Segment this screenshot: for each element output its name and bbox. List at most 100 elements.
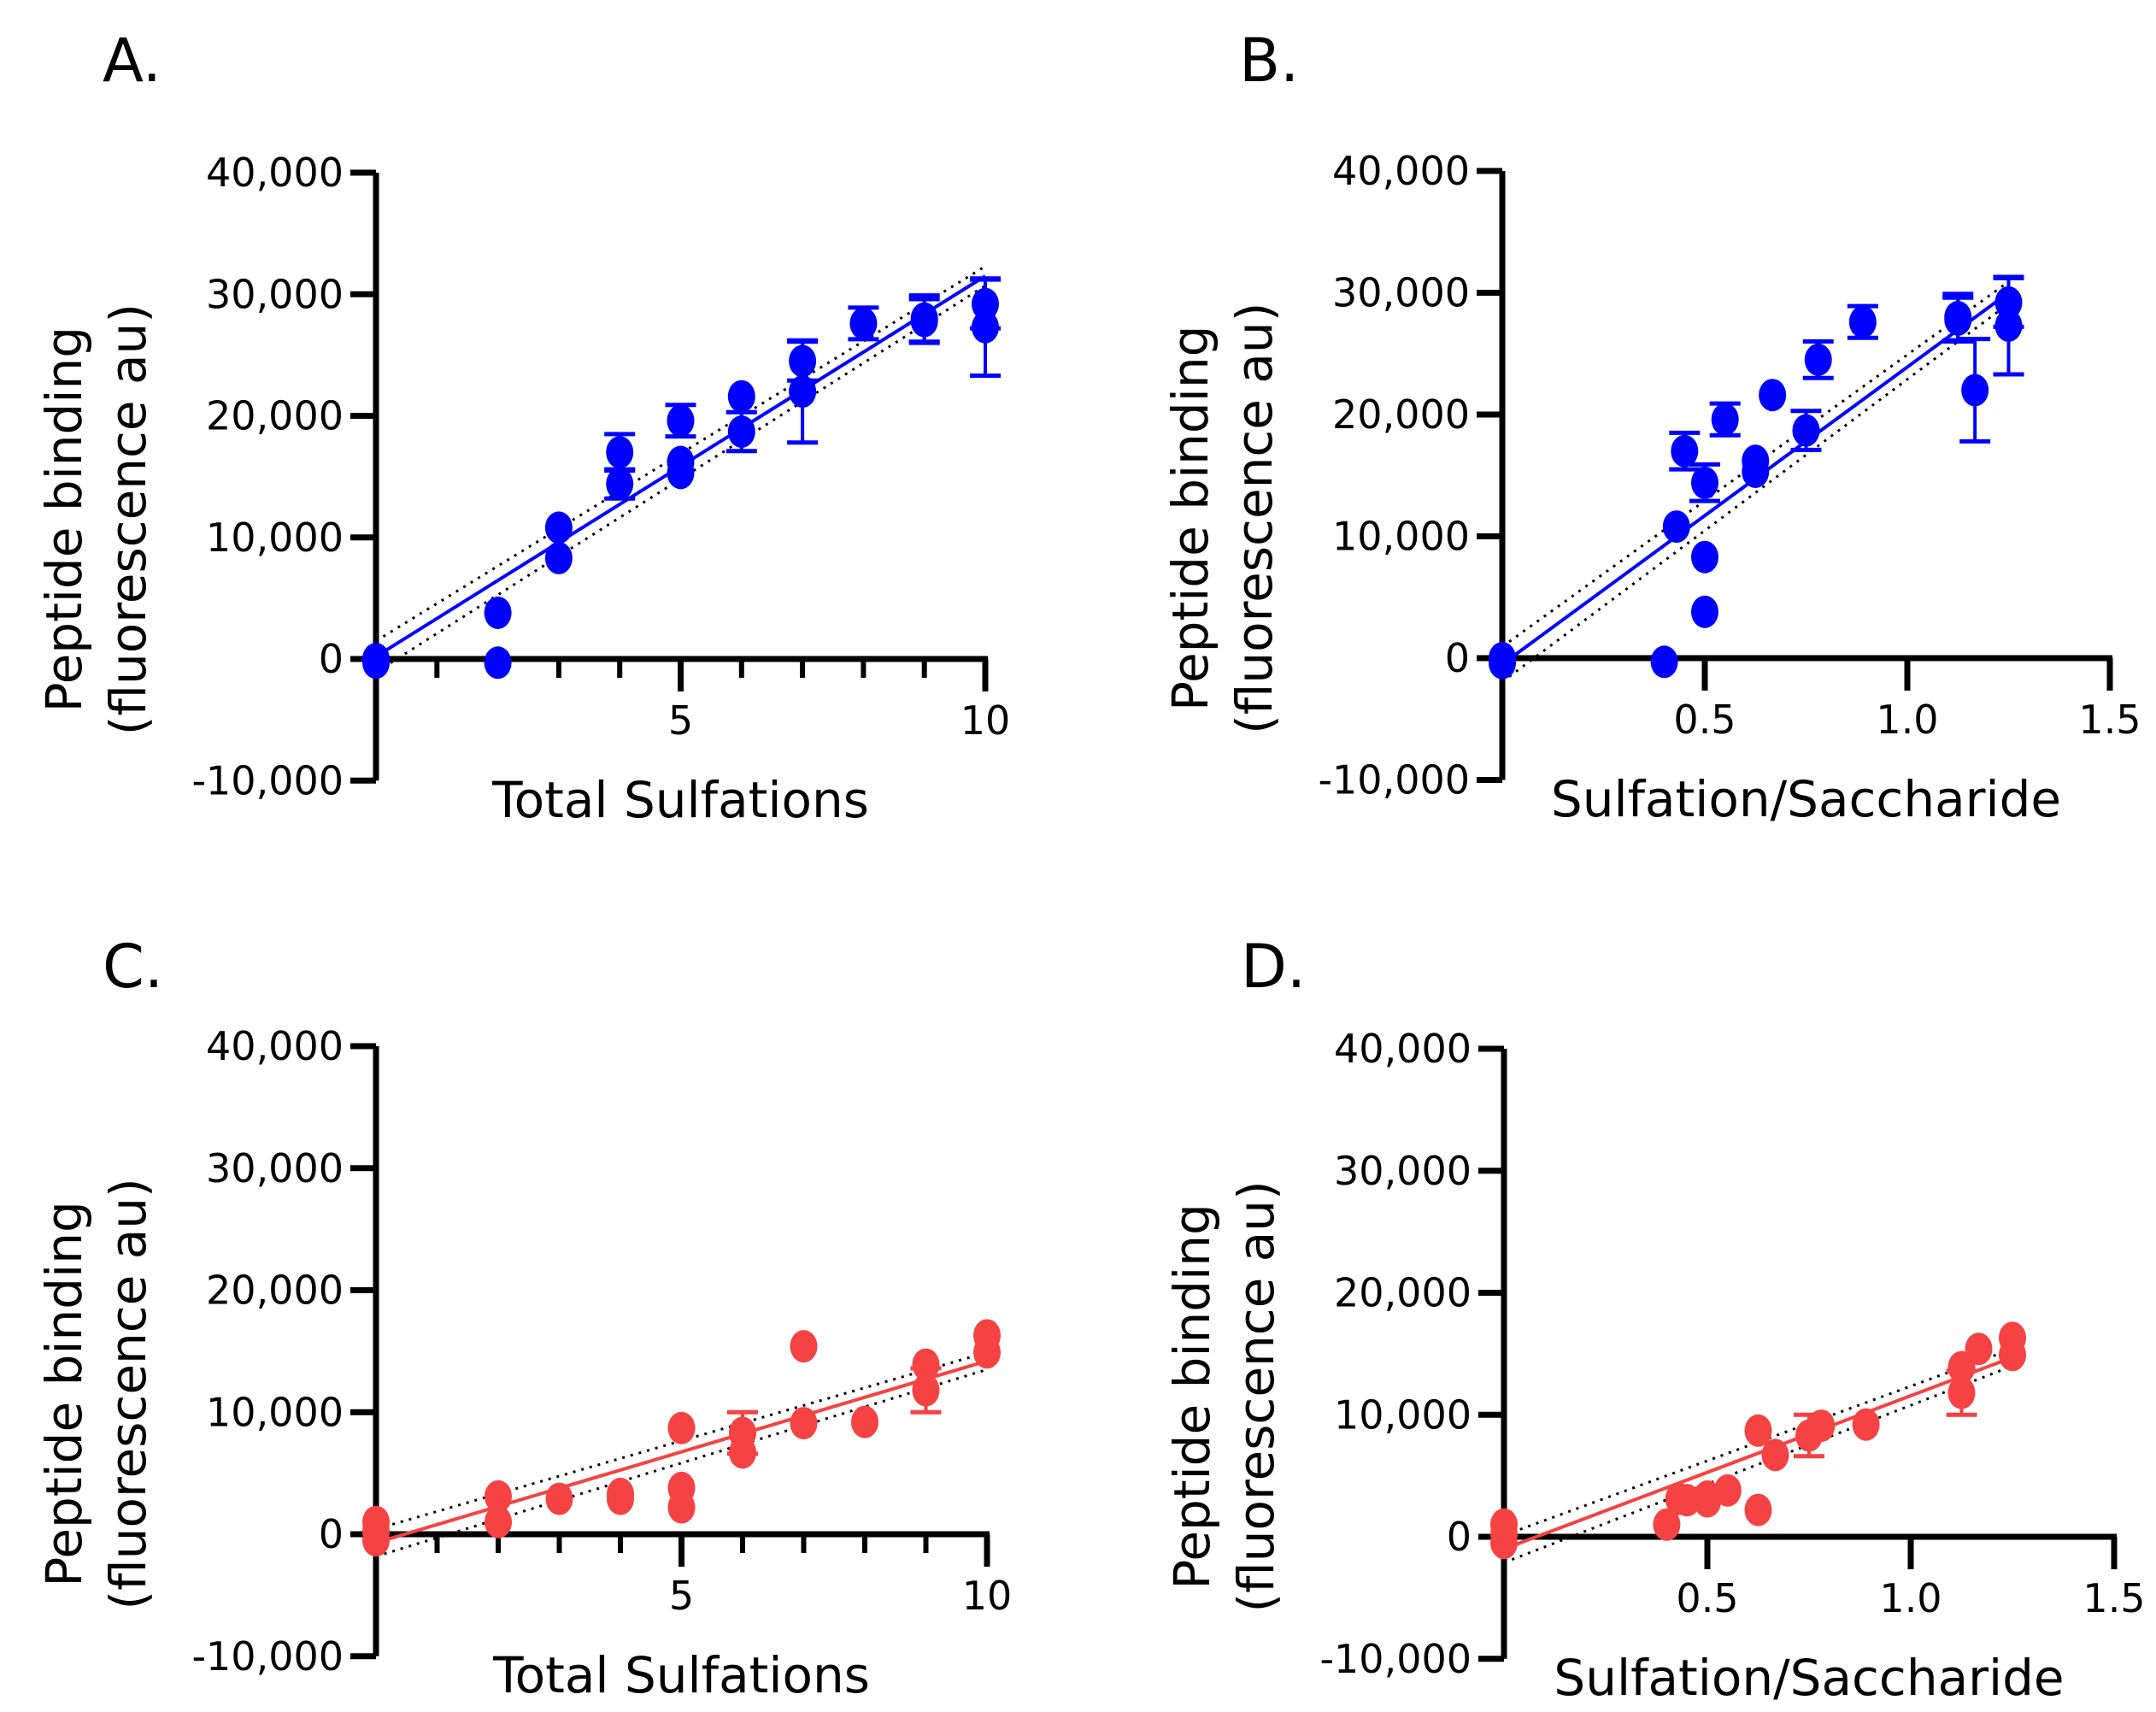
y-tick-label: -10,000 [191, 757, 344, 803]
data-point [912, 1374, 940, 1407]
data-point [851, 1405, 878, 1438]
data-point [667, 404, 695, 438]
y-axis-title-line1: Peptide binding [35, 327, 93, 712]
data-point [729, 1436, 756, 1469]
y-tick-label: 40,000 [206, 150, 344, 196]
y-tick-label: 20,000 [1332, 391, 1470, 438]
y-axis-title-line1: Peptide binding [1161, 326, 1219, 711]
y-tick-label: 20,000 [206, 1268, 344, 1314]
confidence-band-line [1501, 280, 2010, 648]
data-point [1848, 305, 1877, 338]
data-point [790, 1407, 818, 1440]
y-tick-label: 20,000 [1334, 1270, 1472, 1316]
y-tick-label: 40,000 [1332, 148, 1470, 194]
x-tick-label: 10 [962, 1573, 1013, 1619]
x-tick-label: 1.0 [1876, 697, 1938, 743]
panel-d: D. -10,000 0 10,000 20,000 30,000 40,000 0.5 1.0… [1163, 932, 2146, 1707]
data-point [1965, 1333, 1993, 1366]
y-tick-label: 10,000 [1334, 1391, 1472, 1438]
data-point [1650, 645, 1678, 679]
data-point [790, 1330, 818, 1363]
y-tick-label: -10,000 [1319, 1636, 1472, 1682]
x-tick-label: 1.5 [2083, 1575, 2145, 1621]
data-point [1671, 434, 1699, 468]
data-point [1961, 374, 1989, 407]
data-point [667, 1491, 696, 1524]
y-tick-label: 30,000 [1332, 270, 1470, 316]
data-point [606, 436, 634, 469]
data-point [973, 1336, 1001, 1369]
x-tick-label: 10 [961, 697, 1011, 744]
data-point [545, 1482, 573, 1515]
data-point [1691, 466, 1718, 499]
panel-a: A. -10,000 0 10,000 20,000 30,000 40,000 5 10 Tot… [35, 26, 1010, 829]
data-point [1744, 1493, 1772, 1527]
y-tick-label: 30,000 [206, 1145, 344, 1191]
y-tick-label: 10,000 [206, 515, 344, 561]
data-point [972, 310, 999, 344]
data-point [1653, 1508, 1681, 1541]
data-point [849, 307, 878, 340]
x-tick-label: 0.5 [1676, 1575, 1738, 1621]
y-axis-title-line1: Peptide binding [35, 1201, 93, 1586]
data-point [1713, 1474, 1742, 1507]
data-point [667, 1411, 696, 1444]
x-tick-label: 5 [668, 697, 693, 744]
data-point [1761, 1438, 1789, 1472]
panel-b: B. -10,000 0 10,000 20,000 30,000 40,000 0.5 1.0… [1161, 26, 2141, 828]
x-tick-label: 1.5 [2078, 697, 2141, 743]
y-tick-label: 40,000 [206, 1023, 344, 1069]
x-tick-label: 5 [669, 1573, 694, 1619]
y-axis-title-line2: (fluorescence au) [99, 1178, 157, 1609]
y-tick-label: 40,000 [1334, 1026, 1472, 1072]
y-axis-title-line2: (fluorescence au) [99, 303, 157, 735]
data-point [1792, 414, 1820, 447]
panel-letter: B. [1239, 26, 1299, 96]
data-point [485, 1480, 512, 1513]
confidence-band-line [1503, 1364, 2013, 1564]
data-point [1691, 540, 1718, 574]
data-point [727, 379, 755, 413]
y-tick-label: 30,000 [1334, 1148, 1472, 1194]
y-tick-label: 10,000 [1332, 514, 1470, 560]
panel-letter: C. [103, 932, 163, 1002]
data-point [1744, 1414, 1772, 1447]
x-axis-title: Sulfation/Saccharide [1554, 1649, 2064, 1707]
y-axis-title-line2: (fluorescence au) [1227, 1180, 1285, 1612]
y-tick-label: 0 [1445, 635, 1470, 681]
data-point [544, 541, 573, 574]
data-point [1759, 379, 1787, 412]
data-point [1947, 1376, 1976, 1409]
data-point [1673, 1484, 1701, 1517]
data-point [789, 375, 817, 409]
y-tick-label: 0 [1447, 1514, 1472, 1560]
data-point [1662, 510, 1690, 544]
regression-line [1503, 1356, 2013, 1551]
data-point [1490, 1527, 1518, 1560]
data-point [362, 646, 390, 680]
data-point [1742, 455, 1770, 488]
y-tick-label: 10,000 [206, 1389, 344, 1435]
y-tick-label: -10,000 [1318, 757, 1470, 803]
x-tick-label: 0.5 [1673, 697, 1736, 743]
regression-line [375, 1359, 988, 1544]
data-point [1691, 595, 1718, 628]
panel-letter: A. [103, 26, 162, 96]
data-point [544, 511, 573, 544]
data-point [484, 596, 512, 629]
data-point [1804, 343, 1832, 376]
panel-c: C. -10,000 0 10,000 20,000 30,000 40,000 5 10 Tot… [35, 932, 1012, 1704]
y-tick-label: -10,000 [191, 1633, 344, 1680]
data-point [727, 415, 755, 448]
data-point [606, 468, 634, 501]
data-point [667, 456, 695, 490]
data-point [912, 1348, 940, 1381]
data-point [1807, 1409, 1836, 1443]
y-axis-title-line2: (fluorescence au) [1225, 303, 1284, 734]
data-point [1489, 646, 1516, 680]
confidence-band-line [1501, 303, 2010, 683]
x-axis-title: Total Sulfations [491, 771, 869, 829]
x-axis-title: Sulfation/Saccharide [1551, 770, 2061, 828]
x-tick-label: 1.0 [1879, 1575, 1942, 1621]
